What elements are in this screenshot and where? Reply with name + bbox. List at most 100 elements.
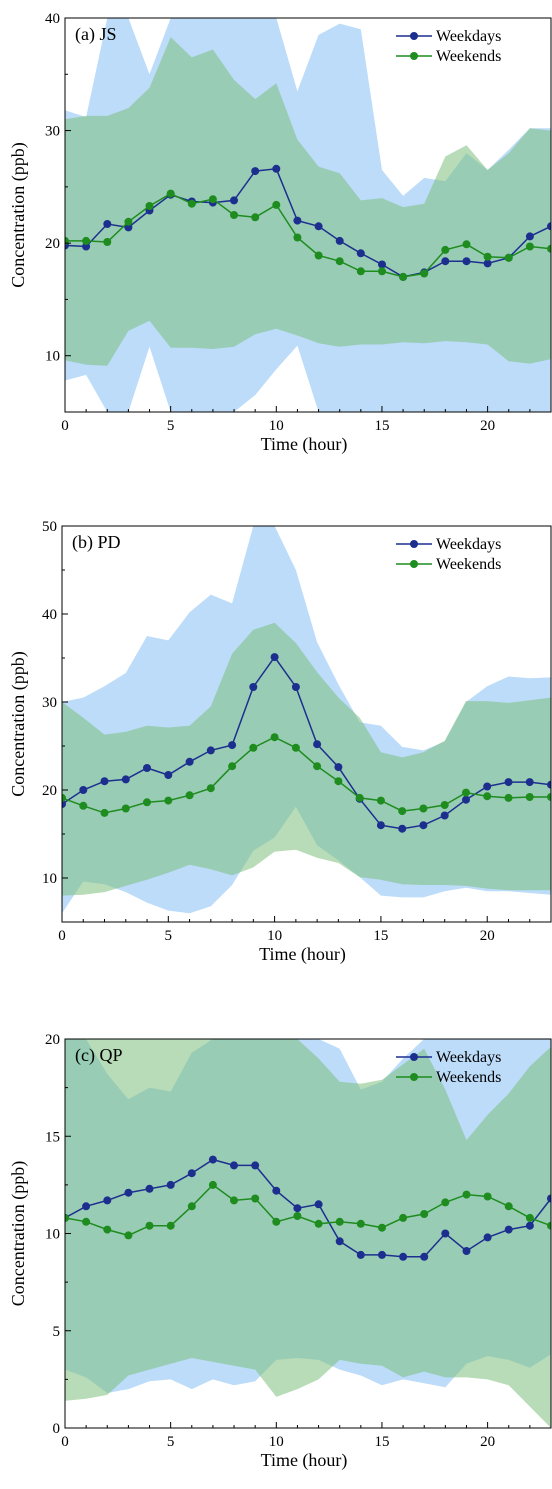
x-tick-label: 15 — [374, 418, 389, 434]
point-weekdays-h2 — [103, 220, 112, 228]
point-weekends-h22 — [525, 1213, 534, 1222]
point-weekdays-h13 — [335, 236, 344, 245]
point-weekends-h8 — [228, 762, 237, 771]
point-weekends-h0 — [62, 793, 66, 802]
point-weekdays-h11 — [293, 1204, 302, 1213]
x-tick-label: 0 — [61, 1434, 69, 1450]
point-weekdays-h1 — [82, 1202, 91, 1211]
point-weekdays-h3 — [121, 775, 130, 784]
point-weekends-h9 — [251, 213, 260, 222]
point-weekdays-h20 — [483, 1233, 492, 1242]
plot-frame — [64, 17, 552, 413]
point-weekends-h3 — [124, 217, 133, 226]
series-line-weekdays — [62, 655, 551, 830]
point-weekends-h1 — [82, 236, 91, 245]
point-weekdays-h15 — [376, 821, 385, 830]
point-weekends-h4 — [143, 798, 151, 807]
point-weekends-h20 — [483, 252, 492, 261]
y-tick-label: 20 — [45, 1032, 60, 1048]
x-tick-label: 10 — [269, 1434, 284, 1450]
point-weekends-h15 — [376, 796, 385, 805]
point-weekends-h17 — [420, 269, 429, 278]
point-weekdays-h4 — [143, 764, 151, 772]
legend-marker-weekdays — [410, 32, 418, 40]
point-weekdays-h2 — [103, 1196, 112, 1205]
point-weekends-h19 — [462, 1190, 471, 1199]
y-tick-label: 0 — [53, 1421, 61, 1437]
x-tick-label: 10 — [269, 418, 284, 434]
legend-marker-weekends — [410, 1073, 418, 1081]
panel-qp: 0 5 10 15 20 0 5 10 15 20 Time (hour) Concentration… — [0, 1026, 552, 1484]
y-tick-label: 5 — [53, 1324, 61, 1340]
point-weekdays-h17 — [419, 821, 428, 830]
point-weekends-h20 — [483, 792, 492, 801]
point-weekdays-h21 — [504, 778, 513, 787]
point-weekdays-h10 — [272, 1186, 281, 1195]
chart-pd: 0 5 10 15 20 10 20 30 40 50 Time (hour) Concentrati… — [8, 519, 552, 965]
point-weekdays-h19 — [462, 1247, 471, 1255]
y-tick-label: 30 — [42, 695, 57, 711]
plot-frame — [61, 525, 552, 923]
point-weekdays-h5 — [164, 771, 173, 779]
point-weekdays-h8 — [230, 1161, 238, 1170]
point-weekends-h12 — [314, 1219, 323, 1228]
x-tick-label: 5 — [167, 1434, 175, 1450]
point-weekdays-h20 — [483, 259, 492, 268]
y-axis-label: Concentration (ppb) — [8, 142, 29, 287]
point-weekends-h9 — [251, 1194, 260, 1203]
y-tick-label: 10 — [45, 1227, 60, 1243]
point-weekdays-h22 — [525, 778, 534, 787]
point-weekends-h16 — [398, 807, 407, 816]
point-weekends-h21 — [504, 793, 513, 802]
point-weekdays-h23 — [547, 222, 551, 231]
y-tick-label: 10 — [42, 871, 57, 887]
point-weekdays-h12 — [313, 740, 322, 749]
point-weekdays-h10 — [270, 653, 279, 662]
point-weekdays-h22 — [525, 1221, 534, 1230]
point-weekends-h8 — [230, 1196, 238, 1205]
point-weekends-h20 — [483, 1192, 492, 1201]
point-weekdays-h0 — [62, 800, 66, 809]
point-weekdays-h2 — [100, 777, 109, 786]
point-weekends-h15 — [378, 1223, 386, 1232]
point-weekends-h12 — [313, 762, 322, 771]
point-weekends-h1 — [82, 1217, 91, 1226]
point-weekends-h5 — [164, 796, 173, 805]
point-weekdays-h14 — [356, 249, 365, 258]
point-weekdays-h8 — [228, 741, 237, 750]
point-weekends-h11 — [291, 743, 300, 752]
point-weekdays-h16 — [399, 1252, 408, 1261]
y-axis-label: Concentration (ppb) — [8, 651, 29, 796]
point-weekdays-h19 — [462, 795, 470, 804]
point-weekends-h2 — [103, 1225, 112, 1234]
point-weekdays-h23 — [547, 780, 551, 789]
x-tick-label: 0 — [58, 928, 66, 944]
point-weekends-h5 — [166, 189, 175, 198]
point-weekends-h12 — [314, 251, 323, 260]
point-weekdays-h6 — [187, 1169, 196, 1178]
point-weekends-h1 — [79, 801, 88, 810]
point-weekends-h7 — [208, 1180, 217, 1189]
point-weekends-h10 — [272, 200, 281, 209]
point-weekends-h9 — [249, 743, 258, 752]
plot-area — [65, 1039, 551, 1428]
point-weekdays-h22 — [525, 232, 534, 241]
point-weekends-h10 — [270, 733, 279, 742]
point-weekends-h10 — [272, 1217, 281, 1226]
y-tick-label: 30 — [45, 124, 60, 140]
point-weekdays-h11 — [291, 683, 300, 691]
legend-label-weekdays: Weekdays — [436, 1049, 501, 1066]
y-tick-label: 20 — [42, 783, 57, 799]
legend-marker-weekdays — [410, 1053, 418, 1061]
legend-label-weekends: Weekends — [436, 1069, 501, 1086]
point-weekends-h5 — [166, 1221, 175, 1230]
point-weekends-h23 — [547, 1221, 551, 1230]
point-weekdays-h15 — [378, 1250, 386, 1259]
x-axis-label: Time (hour) — [259, 944, 346, 965]
point-weekends-h22 — [525, 242, 534, 251]
y-tick-label: 50 — [42, 519, 57, 535]
point-weekdays-h17 — [420, 1252, 429, 1261]
point-weekdays-h23 — [547, 1194, 551, 1203]
point-weekdays-h19 — [462, 257, 471, 266]
y-axis-label: Concentration (ppb) — [8, 1161, 29, 1306]
